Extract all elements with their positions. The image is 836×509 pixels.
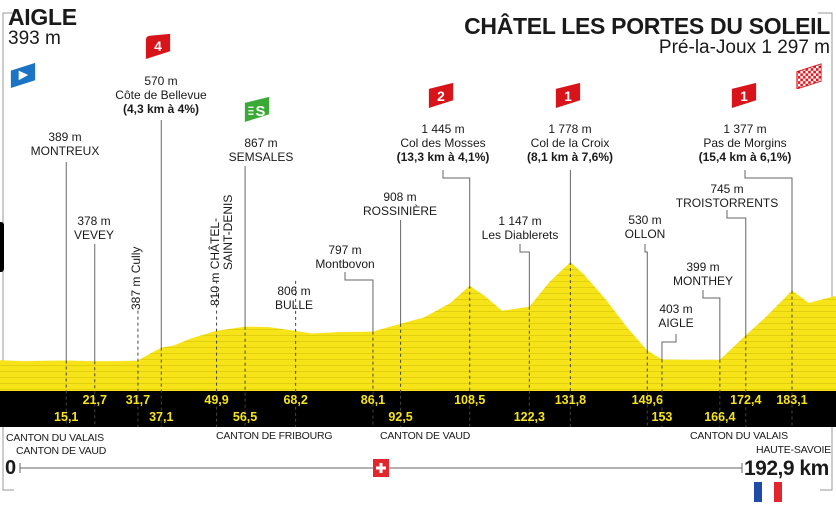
- km-label: 122,3: [513, 410, 545, 424]
- marker-les-diablerets: 1 147 m Les Diablerets: [481, 214, 559, 242]
- leader-line: [744, 170, 793, 291]
- region-label: CANTON DU VALAIS: [690, 430, 788, 442]
- marker-col-des-mosses: 1 445 m Col des Mosses (13,3 km à 4,1%): [396, 122, 490, 164]
- climb-category-1-icon: 1: [731, 82, 757, 108]
- marker-montbovon: 797 m Montbovon: [315, 243, 375, 271]
- leader-line: [661, 334, 677, 360]
- km-label: 149,6: [631, 393, 663, 407]
- finish-title: CHÂTEL LES PORTES DU SOLEIL: [464, 13, 830, 39]
- axis-start-label: 0: [5, 457, 17, 479]
- leader-line: [442, 170, 471, 286]
- region-label: CANTON DU VALAIS: [6, 432, 104, 444]
- switzerland-flag-icon: [373, 459, 389, 477]
- finish-subtitle: Pré-la-Joux 1 297 m: [658, 37, 830, 58]
- sprint-icon: S: [244, 96, 270, 122]
- marker-vevey: 378 m VEVEY: [73, 214, 115, 242]
- km-band: [0, 391, 836, 427]
- region-label: CANTON DE VAUD: [16, 445, 107, 457]
- leader-line: [344, 272, 374, 332]
- marker-bulle: 806 m BULLE: [274, 284, 314, 312]
- marker-aigle: 403 m AIGLE: [658, 302, 694, 330]
- km-label: 31,7: [125, 393, 151, 407]
- start-elevation: 393 m: [8, 28, 61, 49]
- climb-category-4-icon: 4: [145, 33, 171, 59]
- region-label: CANTON DE VAUD: [380, 430, 471, 442]
- km-label: 183,1: [776, 393, 808, 407]
- profile-area: [0, 262, 836, 391]
- km-label: 68,2: [283, 393, 308, 407]
- marker-pas-de-morgins: 1 377 m Pas de Morgins (15,4 km à 6,1%): [698, 122, 792, 164]
- category-label: 1: [740, 88, 748, 104]
- km-label: 56,5: [232, 410, 258, 424]
- leader-line: [644, 244, 648, 351]
- france-flag-icon: [754, 482, 782, 502]
- category-label: 4: [154, 38, 162, 54]
- side-tab: [0, 222, 4, 272]
- leader-line: [519, 244, 530, 307]
- marker-cote-de-bellevue: 570 m Côte de Bellevue (4,3 km à 4%): [115, 74, 207, 116]
- km-label: 153: [651, 410, 673, 424]
- km-label: 37,1: [149, 410, 174, 424]
- marker-rossiniere: 908 m ROSSINIÈRE: [362, 190, 438, 218]
- km-label: 92,5: [388, 410, 413, 424]
- marker-ollon: 530 m OLLON: [624, 213, 666, 241]
- region-label: HAUTE-SAVOIE: [755, 444, 831, 456]
- marker-monthey: 399 m MONTHEY: [673, 260, 733, 288]
- km-label: 49,9: [204, 393, 229, 407]
- marker-col-de-la-croix: 1 778 m Col de la Croix (8,1 km à 7,6%): [526, 122, 614, 164]
- climb-category-2-icon: 2: [428, 82, 454, 108]
- km-label: 86,1: [360, 393, 386, 407]
- km-label: 166,4: [704, 410, 736, 424]
- start-flag-icon: [10, 62, 36, 88]
- km-label: 21,7: [82, 393, 107, 407]
- finish-checkered-flag-icon: [796, 63, 822, 89]
- leader-line: [702, 290, 721, 360]
- category-label: 1: [564, 88, 572, 104]
- leader-line: [726, 210, 747, 336]
- category-label: 2: [437, 88, 445, 104]
- marker-semsales: 867 m SEMSALES: [228, 136, 294, 164]
- km-label: 172,4: [730, 393, 762, 407]
- region-label: CANTON DE FRIBOURG: [216, 430, 333, 442]
- sprint-label: S: [256, 104, 266, 120]
- axis-end-label: 192,9 km: [744, 457, 829, 480]
- start-title: AIGLE: [8, 4, 77, 30]
- km-label: 108,5: [454, 393, 486, 407]
- km-label: 131,8: [554, 393, 587, 407]
- km-label: 15,1: [54, 410, 79, 424]
- marker-troistorrents: 745 m TROISTORRENTS: [675, 182, 779, 210]
- climb-category-1-icon: 1: [555, 82, 581, 108]
- marker-montreux: 389 m MONTREUX: [30, 130, 100, 158]
